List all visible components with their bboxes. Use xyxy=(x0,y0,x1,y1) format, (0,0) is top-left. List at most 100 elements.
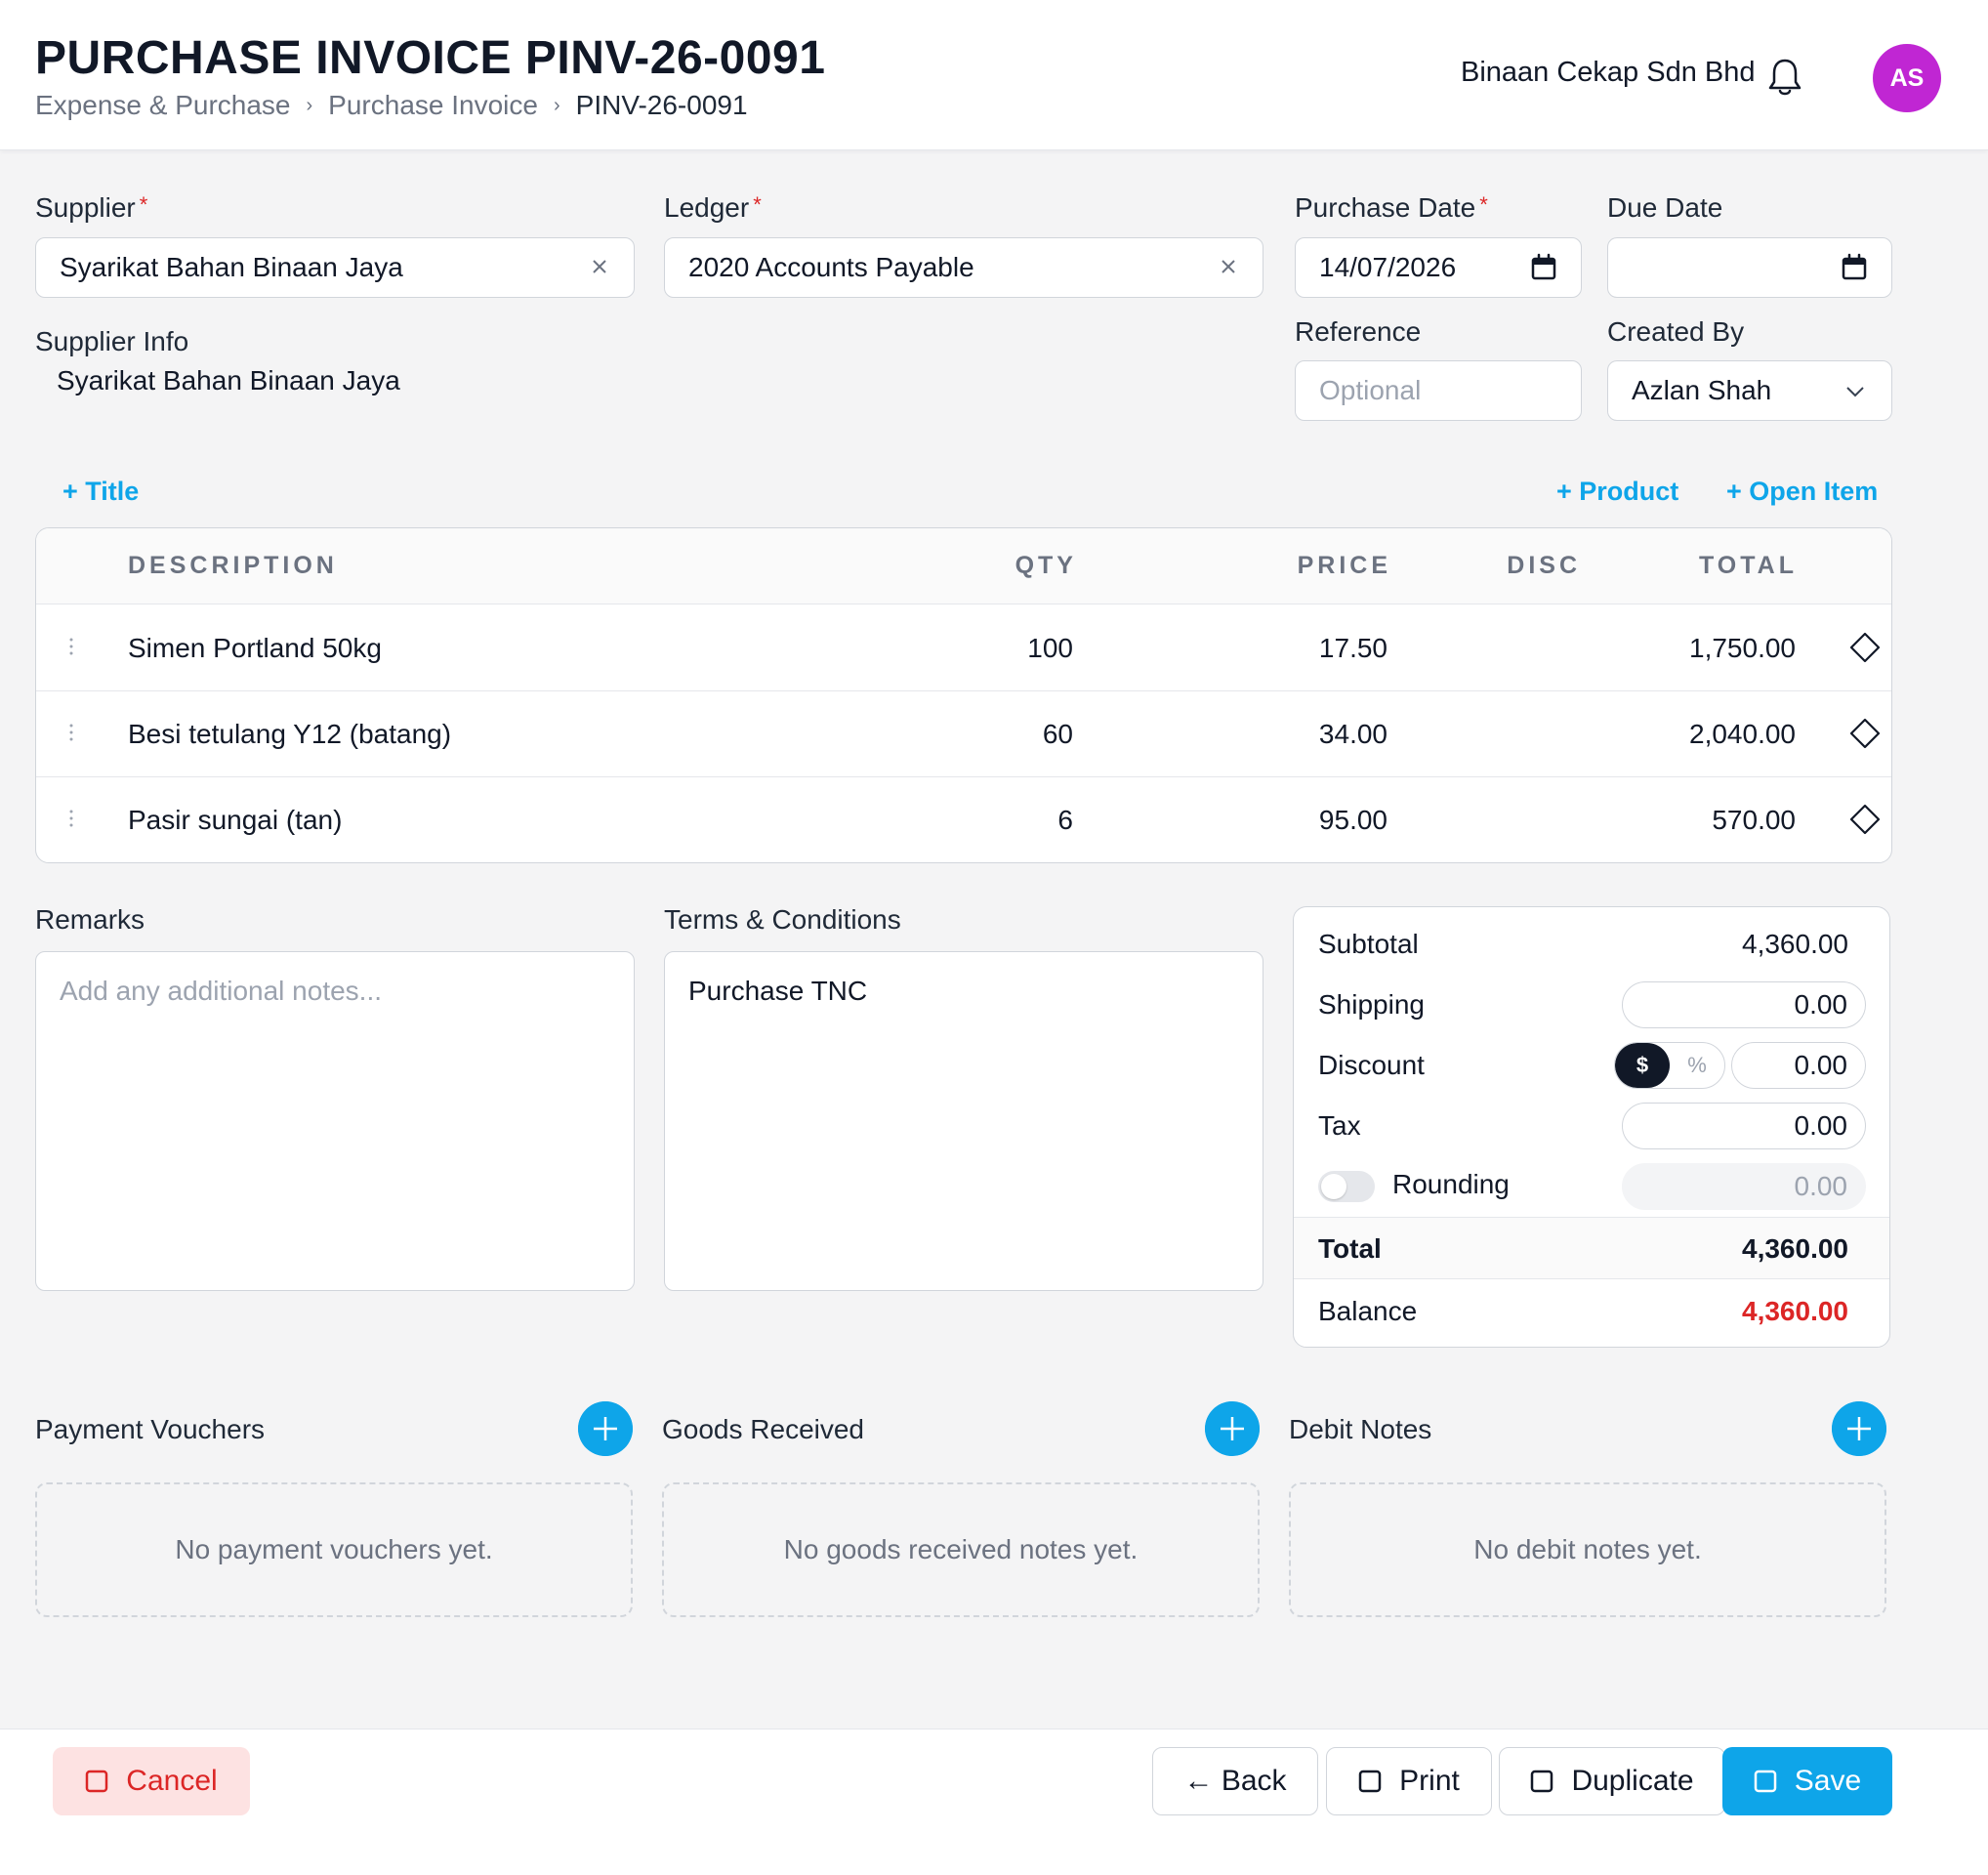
footer-bar: Cancel ← Back Print Duplicate Save xyxy=(0,1729,1988,1875)
table-row[interactable]: Pasir sungai (tan) 6 95.00 570.00 xyxy=(36,777,1891,862)
goods-received-empty: No goods received notes yet. xyxy=(662,1482,1260,1617)
breadcrumb-expense-purchase[interactable]: Expense & Purchase xyxy=(35,90,291,120)
tax-input[interactable]: 0.00 xyxy=(1622,1103,1866,1149)
save-icon xyxy=(1754,1770,1777,1793)
save-button[interactable]: Save xyxy=(1722,1747,1892,1815)
column-qty: QTY xyxy=(1015,552,1077,579)
row-description[interactable]: Pasir sungai (tan) xyxy=(128,805,343,835)
created-by-value: Azlan Shah xyxy=(1632,375,1772,405)
column-total: TOTAL xyxy=(1698,552,1798,579)
calendar-icon[interactable] xyxy=(1841,253,1868,282)
row-price[interactable]: 95.00 xyxy=(1318,805,1387,835)
created-by-select[interactable]: Azlan Shah xyxy=(1607,360,1892,421)
company-name[interactable]: Binaan Cekap Sdn Bhd xyxy=(1461,57,1756,88)
row-description[interactable]: Besi tetulang Y12 (batang) xyxy=(128,719,452,749)
due-date-label: Due Date xyxy=(1607,192,1723,223)
terms-value: Purchase TNC xyxy=(688,976,868,1006)
purchase-date-input[interactable]: 14/07/2026 xyxy=(1295,237,1582,298)
add-payment-voucher-button[interactable] xyxy=(578,1401,633,1456)
add-product-link[interactable]: + Product xyxy=(1556,477,1679,506)
discount-mode-toggle[interactable]: $ % xyxy=(1614,1042,1725,1089)
row-options-icon[interactable] xyxy=(1848,631,1882,664)
subtotal-value: 4,360.00 xyxy=(1742,929,1848,959)
row-description[interactable]: Simen Portland 50kg xyxy=(128,633,382,663)
shipping-input[interactable]: 0.00 xyxy=(1622,981,1866,1028)
calendar-icon[interactable] xyxy=(1530,253,1557,282)
rounding-toggle[interactable] xyxy=(1318,1171,1375,1202)
drag-handle-icon[interactable] xyxy=(65,721,77,744)
column-price: PRICE xyxy=(1297,552,1391,579)
subtotal-label: Subtotal xyxy=(1318,929,1419,959)
discount-input[interactable]: 0.00 xyxy=(1731,1042,1866,1089)
supplier-info-label: Supplier Info xyxy=(35,326,189,356)
column-description: DESCRIPTION xyxy=(128,552,338,579)
avatar[interactable]: AS xyxy=(1873,44,1941,112)
row-options-icon[interactable] xyxy=(1848,717,1882,750)
debit-notes-empty: No debit notes yet. xyxy=(1289,1482,1886,1617)
ledger-value: 2020 Accounts Payable xyxy=(688,252,974,282)
page-title: PURCHASE INVOICE PINV-26-0091 xyxy=(35,32,826,84)
duplicate-label: Duplicate xyxy=(1571,1765,1694,1797)
chevron-down-icon xyxy=(1846,387,1864,397)
bell-icon[interactable] xyxy=(1767,57,1802,98)
drag-handle-icon[interactable] xyxy=(65,807,77,830)
row-price[interactable]: 17.50 xyxy=(1318,633,1387,663)
reference-placeholder: Optional xyxy=(1319,375,1422,405)
duplicate-button[interactable]: Duplicate xyxy=(1499,1747,1725,1815)
reference-input[interactable]: Optional xyxy=(1295,360,1582,421)
cancel-label: Cancel xyxy=(126,1765,218,1797)
row-qty[interactable]: 100 xyxy=(1027,633,1073,663)
total-label: Total xyxy=(1318,1233,1382,1264)
purchase-date-label: Purchase Date * xyxy=(1295,192,1488,223)
add-title-link[interactable]: + Title xyxy=(62,477,140,506)
row-qty[interactable]: 60 xyxy=(1042,719,1073,749)
breadcrumb-purchase-invoice[interactable]: Purchase Invoice xyxy=(328,90,538,120)
add-debit-note-button[interactable] xyxy=(1832,1401,1886,1456)
row-total: 570.00 xyxy=(1712,805,1796,835)
drag-handle-icon[interactable] xyxy=(65,635,77,658)
due-date-input[interactable] xyxy=(1607,237,1892,298)
breadcrumb-current: PINV-26-0091 xyxy=(575,90,748,120)
rounding-label: Rounding xyxy=(1392,1169,1510,1199)
debit-notes-label: Debit Notes xyxy=(1289,1414,1432,1444)
add-open-item-link[interactable]: + Open Item xyxy=(1726,477,1879,506)
table-row[interactable]: Besi tetulang Y12 (batang) 60 34.00 2,04… xyxy=(36,691,1891,777)
ledger-select[interactable]: 2020 Accounts Payable xyxy=(664,237,1263,298)
back-label: ← Back xyxy=(1183,1765,1287,1797)
clear-icon[interactable] xyxy=(589,256,610,277)
tax-label: Tax xyxy=(1318,1110,1361,1141)
column-disc: DISC xyxy=(1507,552,1581,579)
totals-panel: Subtotal 4,360.00 Shipping 0.00 Discount… xyxy=(1293,906,1890,1348)
print-button[interactable]: Print xyxy=(1326,1747,1492,1815)
payment-vouchers-empty: No payment vouchers yet. xyxy=(35,1482,633,1617)
rounding-input: 0.00 xyxy=(1622,1163,1866,1210)
terms-textarea[interactable]: Purchase TNC xyxy=(664,951,1263,1291)
remarks-textarea[interactable]: Add any additional notes... xyxy=(35,951,635,1291)
row-price[interactable]: 34.00 xyxy=(1318,719,1387,749)
table-row[interactable]: Simen Portland 50kg 100 17.50 1,750.00 xyxy=(36,605,1891,691)
total-value: 4,360.00 xyxy=(1742,1233,1848,1264)
remarks-placeholder: Add any additional notes... xyxy=(60,976,383,1006)
balance-value: 4,360.00 xyxy=(1742,1296,1848,1326)
supplier-select[interactable]: Syarikat Bahan Binaan Jaya xyxy=(35,237,635,298)
breadcrumb: Expense & Purchase › Purchase Invoice › … xyxy=(35,90,748,121)
back-button[interactable]: ← Back xyxy=(1152,1747,1318,1815)
row-total: 2,040.00 xyxy=(1689,719,1796,749)
cancel-button[interactable]: Cancel xyxy=(53,1747,250,1815)
toggle-knob xyxy=(1321,1174,1346,1199)
purchase-date-value: 14/07/2026 xyxy=(1319,252,1457,282)
reference-label: Reference xyxy=(1295,316,1422,347)
remarks-label: Remarks xyxy=(35,904,145,935)
discount-mode-amount[interactable]: $ xyxy=(1615,1043,1670,1088)
row-qty[interactable]: 6 xyxy=(1057,805,1073,835)
clear-icon[interactable] xyxy=(1218,256,1239,277)
discount-mode-percent[interactable]: % xyxy=(1687,1053,1707,1077)
divider xyxy=(1294,1278,1889,1279)
created-by-label: Created By xyxy=(1607,316,1745,347)
balance-label: Balance xyxy=(1318,1296,1418,1326)
add-goods-received-button[interactable] xyxy=(1205,1401,1260,1456)
table-header: DESCRIPTION QTY PRICE DISC TOTAL xyxy=(36,528,1891,604)
row-total: 1,750.00 xyxy=(1689,633,1796,663)
print-icon xyxy=(1358,1770,1382,1793)
row-options-icon[interactable] xyxy=(1848,803,1882,836)
